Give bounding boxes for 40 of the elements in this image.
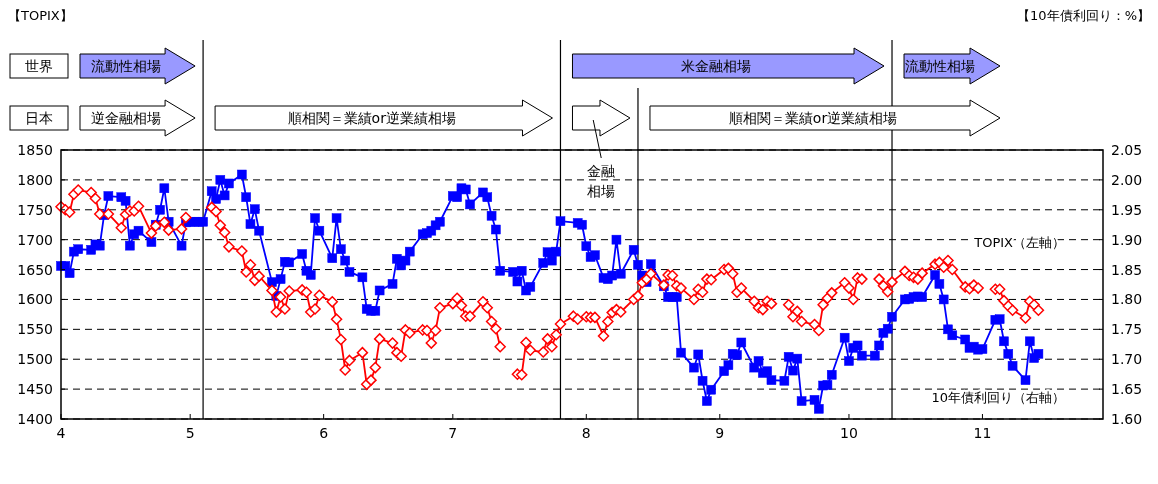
y-tick-label: 1400 bbox=[17, 411, 53, 427]
x-tick-label: 11 bbox=[973, 425, 992, 441]
y-tick-label: 1800 bbox=[17, 171, 53, 188]
y2-tick-label: 2.00 bbox=[1111, 171, 1143, 188]
y2-tick-label: 1.60 bbox=[1111, 411, 1143, 427]
text: 米金融相場 bbox=[681, 58, 752, 74]
x-tick-label: 6 bbox=[319, 425, 329, 441]
text: 流動性相場 bbox=[90, 58, 161, 74]
y2-tick-label: 1.70 bbox=[1111, 351, 1143, 368]
text: 日本 bbox=[25, 110, 53, 126]
x-tick-label: 7 bbox=[448, 425, 458, 441]
y-tick-label: 1600 bbox=[17, 291, 53, 308]
x-tick-label: 8 bbox=[581, 425, 591, 441]
text: 【10年債利回り：%】 bbox=[1017, 8, 1150, 23]
y2-tick-label: 1.90 bbox=[1111, 231, 1143, 248]
y-tick-label: 1850 bbox=[17, 142, 53, 158]
y-tick-label: 1650 bbox=[17, 261, 53, 278]
y2-tick-label: 2.05 bbox=[1111, 142, 1143, 158]
x-tick-label: 9 bbox=[715, 425, 725, 441]
text: 順相関＝業績or逆業績相場 bbox=[728, 110, 898, 126]
text: 流動性相場 bbox=[905, 58, 976, 74]
y2-tick-label: 1.80 bbox=[1111, 291, 1143, 308]
y-tick-label: 1450 bbox=[17, 381, 53, 398]
x-tick-label: 4 bbox=[56, 425, 66, 441]
x-tick-label: 10 bbox=[840, 425, 858, 441]
text: 順相関＝業績or逆業績相場 bbox=[287, 110, 456, 126]
y2-tick-label: 1.85 bbox=[1111, 261, 1143, 278]
y-tick-label: 1500 bbox=[17, 351, 53, 368]
y2-tick-label: 1.95 bbox=[1111, 201, 1143, 218]
x-tick-label: 5 bbox=[185, 425, 195, 441]
text: 10年債利回り（右軸） bbox=[931, 390, 1065, 406]
text: 世界 bbox=[25, 58, 53, 74]
y-tick-label: 1750 bbox=[17, 201, 53, 218]
annotation: 金融相場 bbox=[587, 163, 616, 199]
y-tick-label: 1550 bbox=[17, 321, 53, 338]
text: 【TOPIX】 bbox=[8, 8, 73, 23]
y2-tick-label: 1.75 bbox=[1111, 321, 1143, 338]
text: 逆金融相場 bbox=[90, 110, 161, 126]
y2-tick-label: 1.65 bbox=[1111, 381, 1143, 398]
y-tick-label: 1700 bbox=[17, 231, 53, 248]
